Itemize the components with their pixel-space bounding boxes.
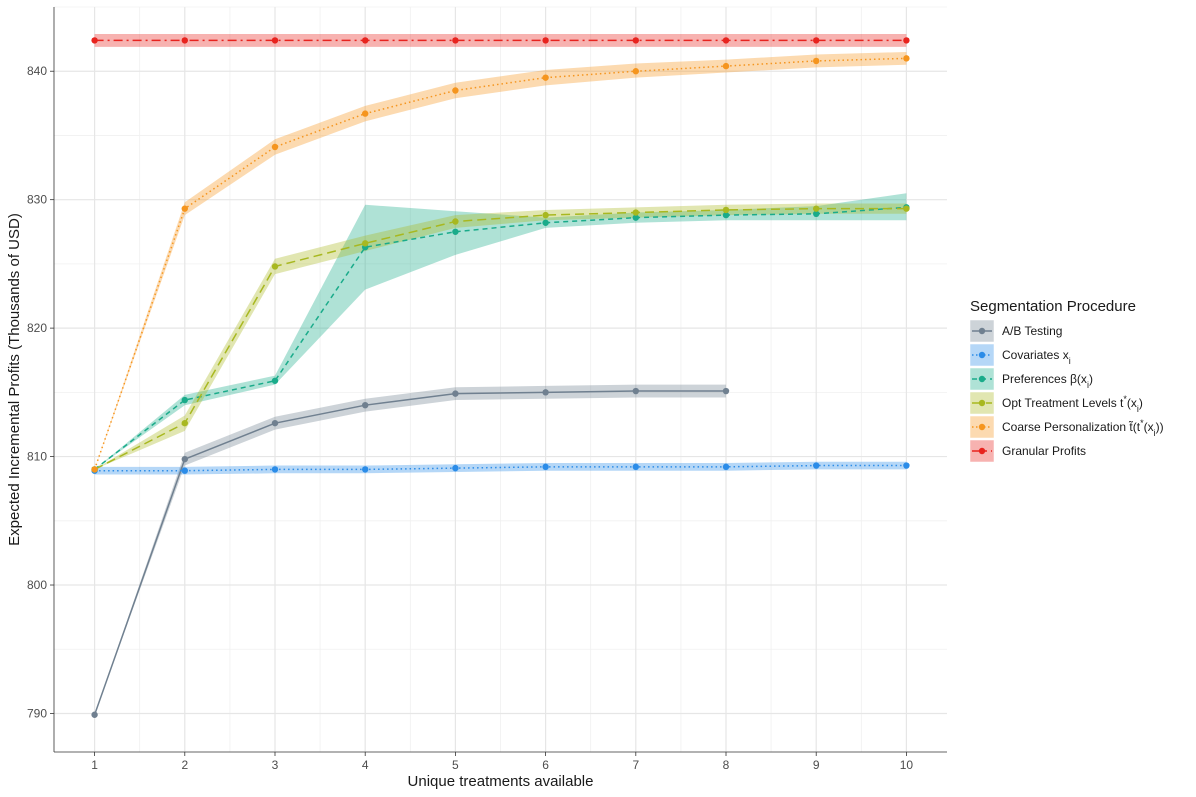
series-5-point xyxy=(903,37,910,44)
y-tick-label: 810 xyxy=(27,450,47,464)
series-4-point xyxy=(271,143,279,151)
x-tick-label: 9 xyxy=(813,758,820,772)
legend-key-series-4 xyxy=(969,415,995,439)
series-3-point xyxy=(271,263,279,270)
x-tick-label: 6 xyxy=(542,758,549,772)
x-axis-title: Unique treatments available xyxy=(408,773,594,790)
series-2-point xyxy=(813,210,820,218)
series-3-point xyxy=(722,206,730,214)
series-5-point xyxy=(361,37,369,44)
series-3-point xyxy=(361,240,369,247)
series-5-point xyxy=(452,37,459,44)
series-0-point xyxy=(271,419,279,427)
series-1-line xyxy=(94,464,907,472)
series-4-point xyxy=(542,74,549,81)
series-2-point xyxy=(632,214,640,221)
series-0-point xyxy=(181,455,188,463)
legend-label-series-3: Opt Treatment Levels t*(xi) xyxy=(1002,394,1143,414)
y-tick-label: 830 xyxy=(27,193,47,207)
series-4-point xyxy=(452,87,459,94)
x-tick-label: 1 xyxy=(91,758,98,772)
series-4-point xyxy=(813,57,820,65)
series-5-point xyxy=(91,37,98,44)
series-0-point xyxy=(361,401,369,409)
series-1-point xyxy=(271,466,279,473)
series-5-point xyxy=(271,37,279,44)
series-0-point xyxy=(542,389,549,396)
legend-label-series-5: Granular Profits xyxy=(1002,444,1086,458)
series-3-point xyxy=(632,209,640,216)
legend-key-series-2 xyxy=(969,367,995,391)
x-tick-label: 10 xyxy=(900,758,914,772)
x-tick-label: 4 xyxy=(362,758,369,772)
series-2-point xyxy=(452,228,459,235)
series-0-point xyxy=(91,711,98,718)
legend-title: Segmentation Procedure xyxy=(970,298,1136,315)
series-3-point xyxy=(542,211,549,219)
series-0-line xyxy=(93,390,727,715)
legend-key-series-3 xyxy=(969,391,995,415)
legend-label-series-0: A/B Testing xyxy=(1002,324,1062,338)
y-axis-title: Expected Incremental Profits (Thousands … xyxy=(6,213,23,546)
series-1-point xyxy=(181,467,188,474)
series-2-point xyxy=(271,377,279,384)
series-2-point xyxy=(722,211,730,219)
series-4-point xyxy=(903,55,910,62)
series-1-point xyxy=(452,464,459,472)
x-tick-label: 7 xyxy=(632,758,639,772)
x-tick-label: 3 xyxy=(272,758,279,772)
y-tick-label: 840 xyxy=(27,64,47,78)
series-points xyxy=(91,37,910,718)
series-3-point xyxy=(452,218,459,225)
series-3-line xyxy=(94,207,907,471)
x-tick-label: 2 xyxy=(181,758,188,772)
legend-key-series-1 xyxy=(969,343,995,367)
series-1-point xyxy=(903,462,910,469)
legend-key-series-0 xyxy=(969,319,995,343)
series-4-line xyxy=(93,57,907,470)
x-tick-label: 8 xyxy=(723,758,730,772)
grid-layer xyxy=(54,6,947,752)
series-4-point xyxy=(181,205,188,212)
legend: Segmentation Procedure A/B Testing Covaria… xyxy=(969,298,1164,463)
series-1-point xyxy=(361,466,369,473)
series-3-point xyxy=(903,205,910,212)
legend-label-series-1: Covariates xi xyxy=(1002,348,1071,366)
series-1-point xyxy=(722,463,730,471)
x-tick-label: 5 xyxy=(452,758,459,772)
series-5-point xyxy=(722,37,730,44)
y-tick-label: 790 xyxy=(27,706,47,720)
series-5-point xyxy=(813,37,820,44)
axes: 790 800 810 820 830 840 1 2 3 4 5 6 7 8 9 10 Unique trea… xyxy=(6,7,947,790)
legend-key-series-5 xyxy=(969,439,995,463)
y-tick-label: 800 xyxy=(27,578,47,592)
legend-label-series-2: Preferences β(xi) xyxy=(1002,372,1093,390)
series-2-point xyxy=(181,396,188,404)
series-4-point xyxy=(722,62,730,70)
series-2-line xyxy=(94,206,907,471)
series-4-point xyxy=(361,110,369,117)
series-4-point xyxy=(91,466,98,473)
y-tick-label: 820 xyxy=(27,321,47,335)
series-3-point xyxy=(181,419,188,427)
series-3-point xyxy=(813,205,820,212)
series-1-point xyxy=(542,463,549,471)
series-0-point xyxy=(632,387,640,395)
series-5-point xyxy=(181,37,188,44)
series-5-point xyxy=(632,37,640,44)
series-0-point xyxy=(452,390,459,397)
series-5-point xyxy=(542,37,549,44)
legend-label-series-4: Coarse Personalization t̃(t*(xi)) xyxy=(1002,418,1164,438)
series-1-point xyxy=(632,463,640,471)
series-4-point xyxy=(632,68,640,75)
series-lines xyxy=(93,39,907,715)
series-1-point xyxy=(813,462,820,469)
series-2-point xyxy=(542,219,549,226)
series-0-point xyxy=(722,387,730,395)
